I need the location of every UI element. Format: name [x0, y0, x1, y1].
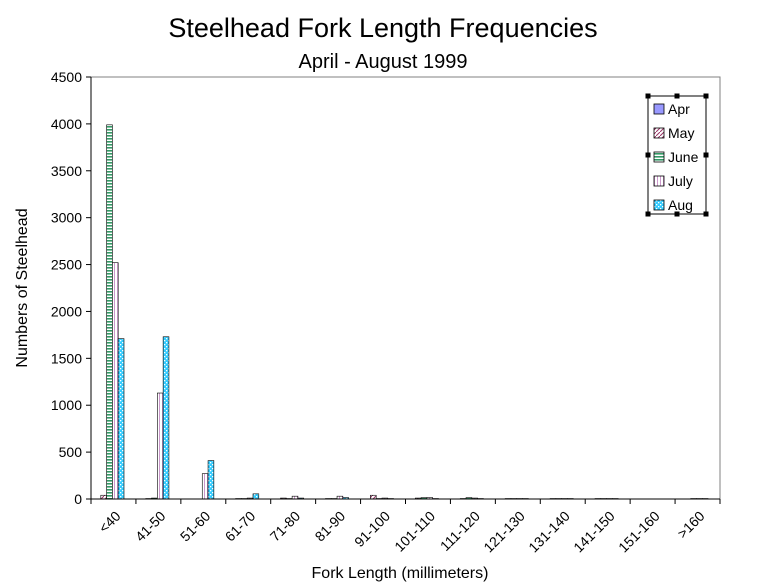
x-tick-label: 71-80: [267, 508, 304, 545]
x-tick-label: 101-110: [391, 508, 438, 555]
y-tick-label: 4500: [51, 69, 82, 85]
x-tick-label: 81-90: [312, 508, 349, 545]
y-tick-label: 2000: [51, 303, 82, 319]
bars-group: [100, 124, 709, 500]
legend-resize-handle[interactable]: [703, 93, 709, 99]
y-tick-label: 4000: [51, 116, 82, 132]
bar-may-0: [100, 494, 107, 500]
legend-swatch-june: [653, 151, 665, 163]
y-tick-label: 2500: [51, 257, 82, 273]
bar-aug-0: [117, 338, 125, 500]
legend-label-july: July: [668, 173, 693, 189]
bar-aug-2: [207, 460, 215, 500]
legend-label-apr: Apr: [668, 101, 690, 117]
x-tick-label: 131-140: [525, 508, 573, 556]
plot-area-frame: [90, 76, 721, 500]
x-tick-label: >160: [674, 508, 708, 542]
axes-group: 0 500 1000 1500 2000 2500 3000 3500 4000 4500 <40 4…: [51, 69, 721, 556]
legend-resize-handle[interactable]: [645, 93, 651, 99]
legend-resize-handle[interactable]: [645, 211, 651, 217]
x-tick-label: 111-120: [437, 508, 483, 554]
x-tick-label: 121-130: [480, 508, 528, 556]
bar-aug-3: [252, 493, 260, 500]
x-tick-label: 91-100: [351, 508, 393, 550]
x-axis-title: Fork Length (millimeters): [312, 565, 489, 582]
x-tick-label: 51-60: [177, 508, 214, 545]
bar-may-6: [370, 494, 377, 500]
y-tick-label: 1000: [51, 397, 82, 413]
legend[interactable]: Apr May June July Aug: [645, 93, 709, 217]
y-tick-label: 3000: [51, 210, 82, 226]
legend-label-may: May: [668, 125, 694, 141]
legend-resize-handle[interactable]: [703, 211, 709, 217]
legend-resize-handle[interactable]: [703, 152, 709, 158]
legend-label-june: June: [668, 149, 699, 165]
legend-resize-handle[interactable]: [674, 93, 680, 99]
x-tick-label: 141-150: [570, 508, 618, 556]
x-tick-label: 41-50: [132, 508, 169, 545]
y-tick-label: 500: [59, 444, 83, 460]
bar-july-2: [201, 473, 209, 500]
chart-subtitle: April - August 1999: [299, 51, 468, 73]
y-tick-label: 0: [74, 491, 82, 507]
chart-title: Steelhead Fork Length Frequencies: [168, 13, 597, 43]
y-tick-label: 1500: [51, 350, 82, 366]
legend-swatch-apr: [653, 103, 665, 115]
y-axis-title: Numbers of Steelhead: [14, 208, 31, 367]
bar-june-0: [106, 124, 113, 500]
bar-july-0: [112, 262, 119, 500]
y-tick-label: 3500: [51, 163, 82, 179]
x-tick-label: <40: [95, 508, 123, 536]
x-tick-label: 151-160: [615, 508, 663, 556]
legend-swatch-may: [653, 127, 665, 139]
legend-resize-handle[interactable]: [645, 152, 651, 158]
bar-july-1: [157, 392, 164, 500]
legend-resize-handle[interactable]: [674, 211, 680, 217]
legend-swatch-july: [653, 175, 665, 187]
bar-aug-1: [162, 336, 170, 500]
x-tick-label: 61-70: [222, 508, 259, 545]
legend-label-aug: Aug: [668, 197, 693, 213]
legend-swatch-aug: [653, 199, 665, 211]
